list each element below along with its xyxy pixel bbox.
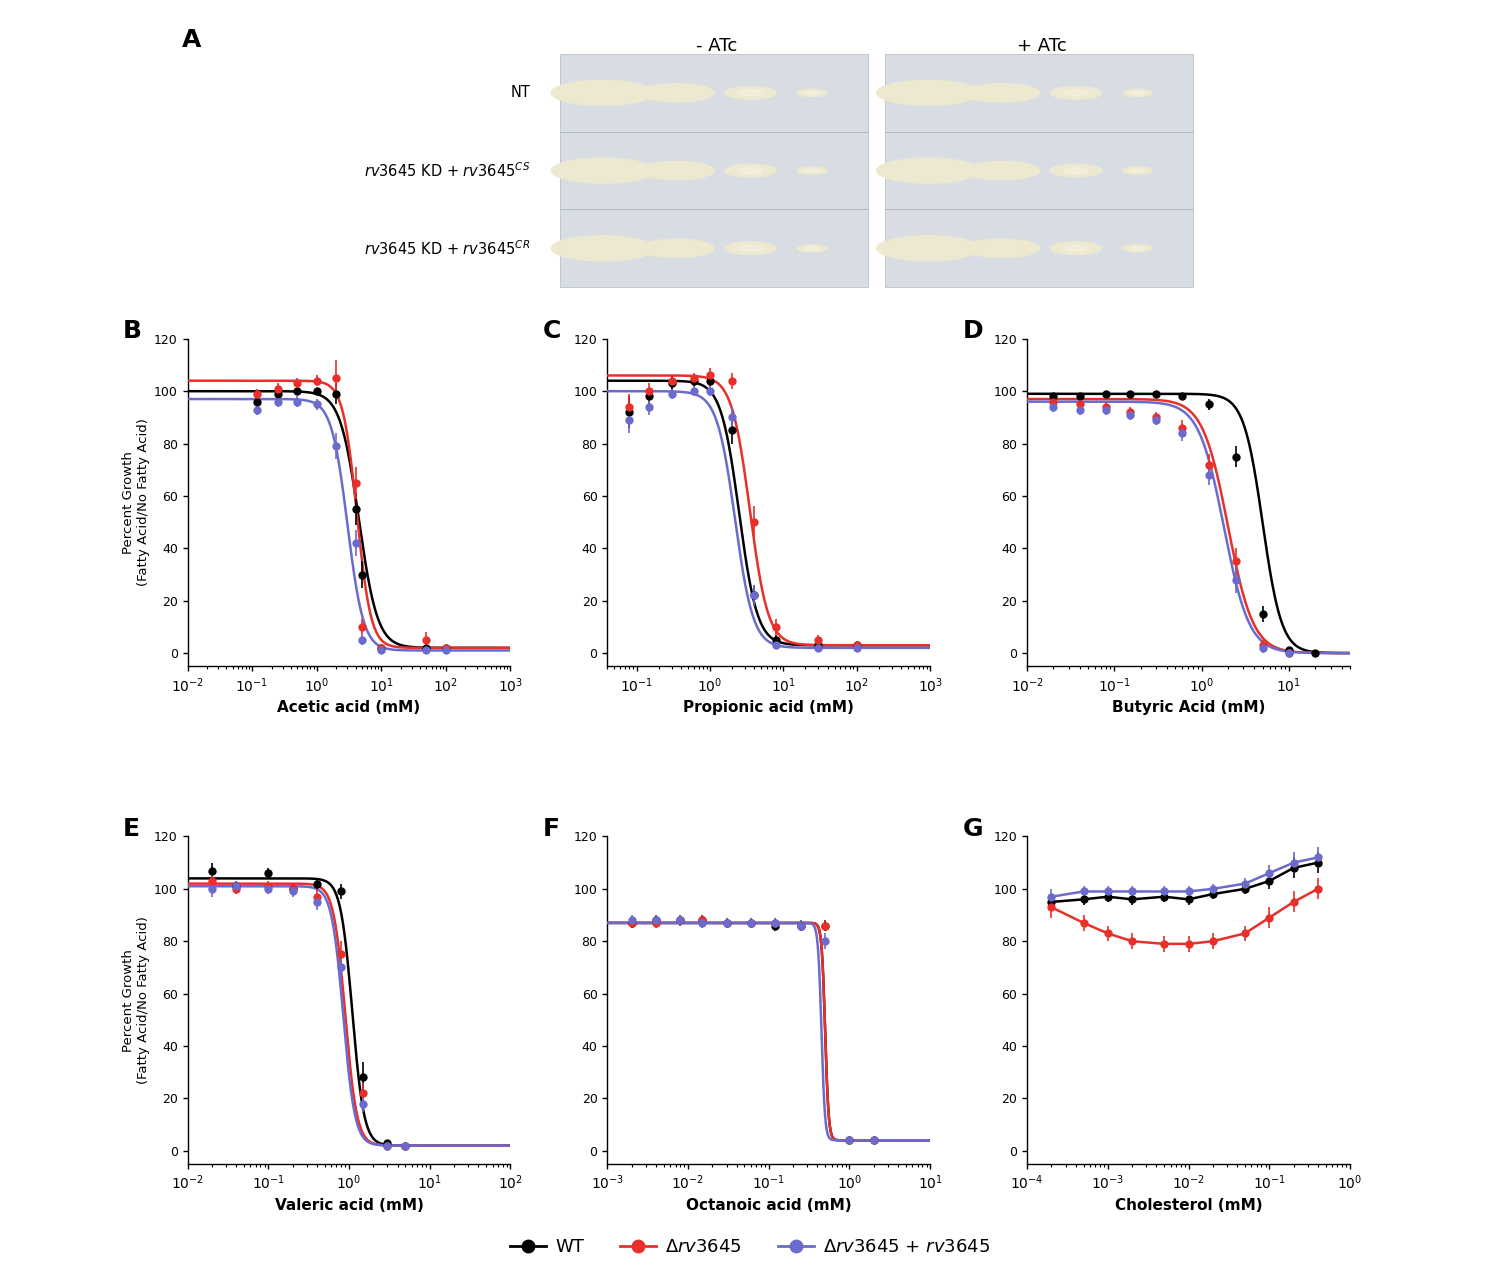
Y-axis label: Percent Growth
(Fatty Acid/No Fatty Acid): Percent Growth (Fatty Acid/No Fatty Acid…: [122, 418, 150, 587]
Circle shape: [964, 161, 1040, 180]
Legend: WT, $\Delta$$\it{rv3645}$, $\Delta$$\it{rv3645}$ + $\it{rv3645}$: WT, $\Delta$$\it{rv3645}$, $\Delta$$\it{…: [503, 1232, 998, 1264]
Text: - ATc: - ATc: [696, 37, 736, 55]
Circle shape: [1050, 242, 1101, 255]
Text: D: D: [963, 320, 982, 343]
Circle shape: [639, 161, 714, 180]
Text: G: G: [963, 817, 982, 840]
X-axis label: Acetic acid (mM): Acetic acid (mM): [278, 700, 420, 715]
Circle shape: [1064, 168, 1088, 174]
Circle shape: [1064, 246, 1088, 251]
Text: A: A: [182, 28, 201, 52]
Circle shape: [876, 235, 980, 261]
Circle shape: [1124, 168, 1152, 174]
Circle shape: [1131, 169, 1144, 173]
Circle shape: [806, 91, 819, 95]
Circle shape: [724, 164, 776, 177]
Text: F: F: [543, 817, 560, 840]
Circle shape: [964, 83, 1040, 102]
Text: C: C: [543, 320, 561, 343]
Circle shape: [876, 81, 980, 105]
Circle shape: [738, 168, 762, 174]
Circle shape: [550, 235, 654, 261]
Circle shape: [1124, 90, 1152, 96]
Circle shape: [798, 90, 826, 96]
Circle shape: [550, 81, 654, 105]
Circle shape: [1131, 247, 1144, 251]
Circle shape: [724, 242, 776, 255]
X-axis label: Propionic acid (mM): Propionic acid (mM): [684, 700, 853, 715]
Circle shape: [798, 244, 826, 252]
Circle shape: [798, 168, 826, 174]
Circle shape: [1124, 244, 1152, 252]
Circle shape: [738, 246, 762, 251]
Text: $rv3645$ KD + $rv3645$$^{CR}$: $rv3645$ KD + $rv3645$$^{CR}$: [364, 239, 531, 257]
Circle shape: [550, 159, 654, 183]
Circle shape: [639, 83, 714, 102]
Circle shape: [1050, 87, 1101, 100]
Text: B: B: [123, 320, 142, 343]
Circle shape: [1131, 91, 1144, 95]
Text: $rv3645$ KD + $rv3645$$^{CS}$: $rv3645$ KD + $rv3645$$^{CS}$: [364, 161, 531, 180]
X-axis label: Cholesterol (mM): Cholesterol (mM): [1114, 1197, 1263, 1212]
Circle shape: [806, 169, 819, 173]
Circle shape: [724, 87, 776, 100]
Text: NT: NT: [510, 86, 531, 100]
Circle shape: [964, 239, 1040, 257]
X-axis label: Octanoic acid (mM): Octanoic acid (mM): [686, 1197, 852, 1212]
Circle shape: [806, 247, 819, 251]
Circle shape: [639, 239, 714, 257]
Y-axis label: Percent Growth
(Fatty Acid/No Fatty Acid): Percent Growth (Fatty Acid/No Fatty Acid…: [122, 916, 150, 1085]
X-axis label: Butyric Acid (mM): Butyric Acid (mM): [1112, 700, 1264, 715]
Circle shape: [1050, 164, 1101, 177]
Circle shape: [738, 90, 762, 96]
X-axis label: Valeric acid (mM): Valeric acid (mM): [274, 1197, 423, 1212]
Text: + ATc: + ATc: [1017, 37, 1066, 55]
Text: E: E: [123, 817, 140, 840]
Circle shape: [876, 159, 980, 183]
Circle shape: [1064, 90, 1088, 96]
